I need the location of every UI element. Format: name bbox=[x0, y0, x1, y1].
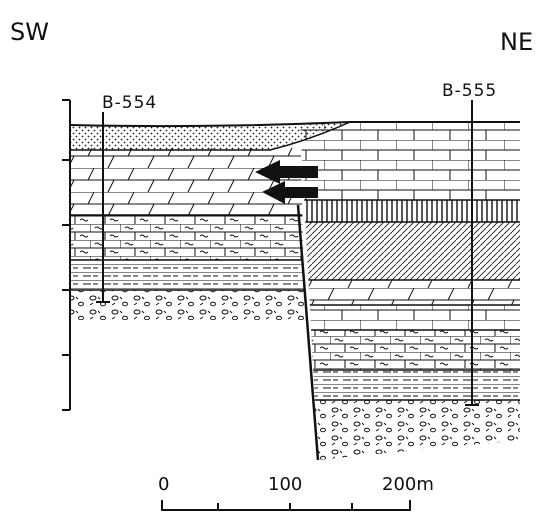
borehole bbox=[96, 112, 110, 303]
borehole-label: B-554 bbox=[102, 93, 157, 113]
scale-label: 200m bbox=[382, 474, 434, 495]
direction-label: SW bbox=[10, 18, 49, 46]
arrow bbox=[255, 160, 318, 184]
right-block bbox=[300, 122, 520, 460]
left-block bbox=[70, 148, 305, 320]
arrow bbox=[262, 181, 318, 204]
sand-layer bbox=[70, 122, 350, 150]
direction-label: NE bbox=[500, 28, 533, 56]
borehole bbox=[465, 100, 479, 406]
borehole-label: B-555 bbox=[442, 81, 497, 101]
surface bbox=[69, 121, 520, 128]
scale-label: 100 bbox=[268, 474, 302, 495]
scale-label: 0 bbox=[158, 474, 169, 495]
fault bbox=[296, 204, 320, 461]
depth-axis bbox=[62, 99, 71, 411]
scale-bar bbox=[161, 500, 411, 511]
